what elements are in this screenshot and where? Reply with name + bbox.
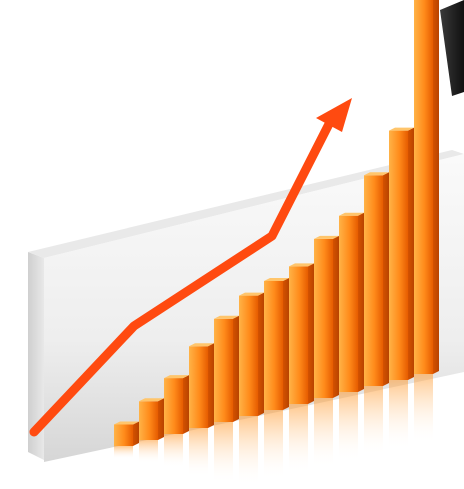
bar-front (239, 295, 258, 416)
bar (339, 212, 364, 392)
bar-side (383, 172, 389, 386)
bar-side (208, 343, 214, 428)
trend-arrow-icon (29, 98, 352, 437)
bar-side (408, 127, 414, 380)
bar-reflection (264, 410, 283, 480)
bar-top (339, 212, 364, 216)
backdrop-panel (440, 0, 464, 96)
trend-arrowhead (316, 98, 352, 132)
bar (314, 235, 339, 398)
bar (189, 343, 214, 428)
bar (289, 263, 314, 404)
bar-front (289, 266, 308, 404)
bar-side (283, 278, 289, 410)
bar-side (433, 0, 439, 374)
bar (214, 315, 239, 422)
bar-top (114, 421, 139, 425)
bar-front (139, 401, 158, 440)
bar-reflection (339, 392, 358, 462)
bar (264, 278, 289, 410)
bar-reflection (314, 398, 333, 468)
trend-line (29, 117, 335, 437)
bar-side (308, 263, 314, 404)
bar-reflection (289, 404, 308, 474)
bar-group (114, 0, 439, 446)
bar-side (333, 235, 339, 398)
bar (139, 398, 164, 440)
bar (389, 127, 414, 380)
bar-reflection (189, 428, 208, 478)
bar-side (258, 292, 264, 416)
bar-front (214, 318, 233, 422)
bar (114, 421, 139, 446)
bar-front (389, 130, 408, 380)
bar-front (114, 424, 133, 446)
bar-reflection (364, 386, 383, 456)
bar-front (189, 346, 208, 428)
bar (364, 172, 389, 386)
bar-side (133, 421, 139, 446)
bar-front (314, 238, 333, 398)
wall-side (28, 252, 44, 460)
bar-front (264, 281, 283, 410)
bar-top (139, 398, 164, 402)
bar-side (358, 212, 364, 392)
bar-side (158, 398, 164, 440)
bar-reflections (114, 374, 433, 486)
bar-top (389, 127, 414, 131)
bar-reflection (164, 434, 183, 468)
bar-top (364, 172, 389, 176)
bar-reflection (239, 416, 258, 486)
bar-front (364, 175, 383, 386)
wall-top (28, 150, 464, 258)
bar-top (264, 278, 289, 281)
bar (414, 0, 439, 374)
bar-reflection (139, 440, 158, 464)
bar-side (183, 375, 189, 434)
bar-front (164, 378, 183, 434)
bar-reflection (214, 422, 233, 484)
bar-reflection (414, 374, 433, 444)
bar-top (314, 235, 339, 239)
bar-front (339, 215, 358, 392)
bar-side (233, 315, 239, 422)
bar-top (214, 315, 239, 319)
bar (164, 375, 189, 434)
bar-top (239, 292, 264, 296)
bar-top (164, 375, 189, 379)
bar-top (189, 343, 214, 347)
bar-front (414, 0, 433, 374)
bar (239, 292, 264, 416)
bar-reflection (114, 446, 133, 459)
bar-top (289, 263, 314, 267)
bar-reflection (389, 380, 408, 450)
